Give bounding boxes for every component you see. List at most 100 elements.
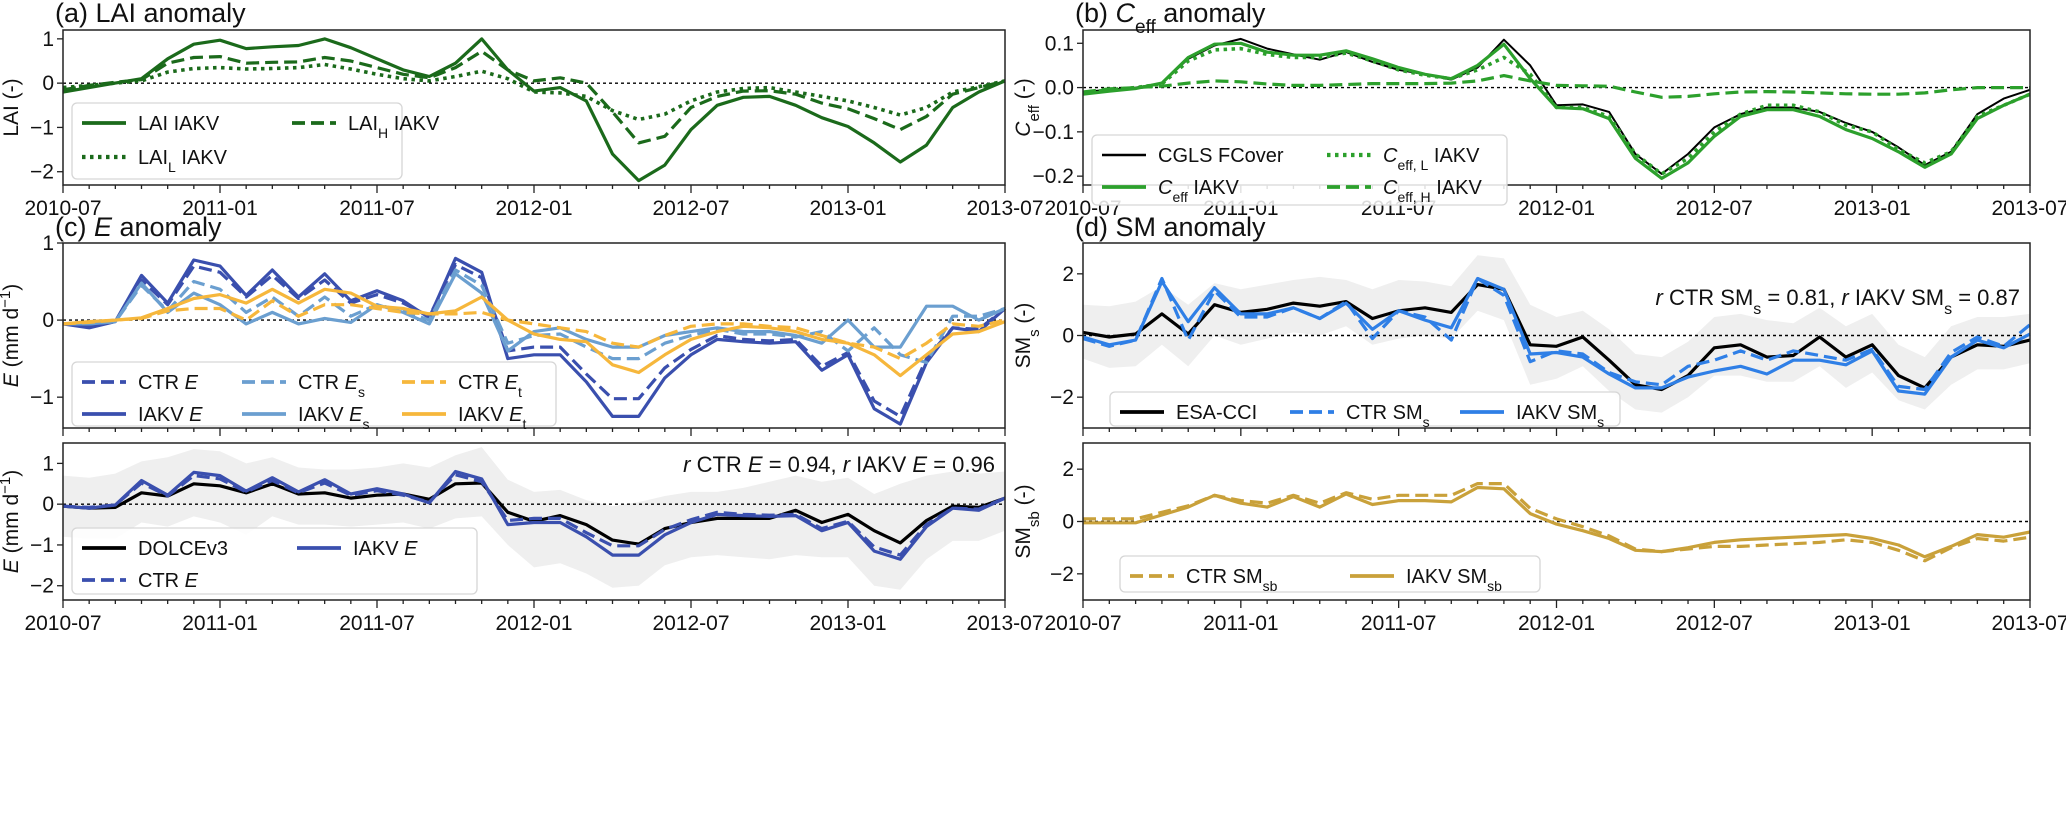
legend-label: CTR SMs — [1346, 402, 1430, 430]
text-segment: IAKV — [176, 147, 228, 169]
series-line-ctr-e — [62, 473, 1006, 557]
text-segment: CTR — [138, 372, 185, 394]
legend-label: CGLS FCover — [1158, 145, 1284, 167]
legend: CGLS FCover Ceff IAKV Ceff, L IAKV Ceff, H … — [1091, 134, 1508, 206]
legend: DOLCEv3 CTR E IAKV E — [71, 527, 478, 595]
legend-label: IAKV E — [138, 404, 203, 426]
subscript: eff — [1172, 189, 1187, 205]
series-line-lai-iakv — [62, 37, 1006, 183]
subscript: sb — [1263, 578, 1278, 594]
subscript: sb — [1026, 511, 1043, 527]
subscript: sb — [1487, 578, 1502, 594]
legend-frame — [1109, 391, 1621, 427]
x-tick-label: 2012-01 — [495, 612, 572, 635]
x-tick-label: 2011-07 — [339, 612, 415, 635]
x-tick-label: 2012-07 — [1676, 197, 1753, 220]
series-line-iakv-es — [63, 272, 1006, 353]
text-segment: E — [345, 372, 359, 394]
legend-label: IAKV E — [353, 538, 418, 560]
panel-a: 1 0 −1 −2 2010-07 2011-01 2011-07 2012-01 2012-0… — [0, 0, 1044, 220]
subscript: t — [518, 384, 522, 400]
text-segment: E — [0, 558, 23, 573]
legend-label: ESA-CCI — [1176, 402, 1257, 424]
series-line-iakv-et — [62, 287, 1006, 378]
x-tick-label: 2010-07 — [24, 197, 101, 220]
subscript: eff, H — [1397, 189, 1430, 205]
text-segment: E — [0, 372, 23, 387]
x-tick-label: 2010-07 — [1044, 612, 1121, 635]
x-tick-label: 2012-07 — [652, 612, 729, 635]
text-segment: (-) — [1012, 484, 1035, 511]
x-tick-label: 2013-07 — [1991, 612, 2066, 635]
legend-label: LAIL IAKV — [138, 147, 228, 175]
legend-frame — [1091, 134, 1508, 206]
text-segment: C — [1383, 145, 1398, 167]
text-segment: DOLCEv3 — [138, 538, 228, 560]
panel-c2: 1 0 −1 −2 2010-07 2011-01 2011-07 2012-01 2012-0… — [0, 442, 1044, 635]
legend: ESA-CCI CTR SMs IAKV SMs — [1109, 391, 1621, 430]
legend-label: IAKV SMs — [1516, 402, 1604, 430]
text-segment: E — [404, 538, 418, 560]
y-tick-label: 0.1 — [1045, 32, 1074, 55]
legend-label: CTR Et — [458, 372, 522, 400]
text-segment: CTR SM — [1186, 566, 1263, 588]
text-segment: = 0.94, — [763, 452, 843, 477]
legend-label: Ceff, H IAKV — [1383, 177, 1482, 205]
text-segment: (-) — [1012, 78, 1035, 105]
subscript: t — [522, 416, 526, 432]
subscript: s — [1423, 414, 1430, 430]
y-tick-label: 1 — [42, 232, 54, 255]
y-tick-label: −0.2 — [1033, 165, 1074, 188]
y-tick-label: 2 — [1062, 458, 1074, 481]
legend-item: IAKV E — [82, 404, 203, 426]
subscript: s — [1944, 301, 1952, 318]
y-tick-label: −2 — [30, 575, 54, 598]
text-segment: CTR SM — [1346, 402, 1423, 424]
legend-item: Ceff, L IAKV — [1327, 145, 1480, 173]
y-axis-label: E (mm d−1) — [0, 470, 23, 573]
y-axis-label: SMs (-) — [1012, 303, 1043, 369]
legend-label: IAKV Et — [458, 404, 526, 432]
legend-label: LAIH IAKV — [348, 113, 440, 141]
legend-item: CTR SMs — [1290, 402, 1430, 430]
text-segment: r — [683, 452, 692, 477]
text-segment: (d) SM anomaly — [1075, 212, 1266, 242]
series-line-iakv-e — [62, 256, 1007, 426]
legend-label: CTR Es — [298, 372, 365, 400]
text-segment: LAI IAKV — [138, 113, 220, 135]
x-tick-label: 2013-07 — [1991, 197, 2066, 220]
text-segment: r — [1656, 285, 1665, 310]
y-tick-label: 0 — [1062, 325, 1074, 348]
panel-title: (b) Ceff anomaly — [1075, 0, 1266, 38]
legend-label: Ceff IAKV — [1158, 177, 1240, 205]
y-axis-label: LAI (-) — [0, 78, 23, 136]
y-tick-label: −1 — [30, 386, 54, 409]
subscript: H — [378, 125, 388, 141]
legend-item: CTR E — [82, 570, 199, 592]
text-segment: CTR — [298, 372, 345, 394]
subscript: s — [1026, 329, 1043, 337]
y-tick-label: −0.1 — [1033, 121, 1074, 144]
legend-frame — [71, 527, 478, 595]
legend: LAI IAKV LAIL IAKV LAIH IAKV — [71, 102, 440, 180]
text-segment: E — [912, 452, 927, 477]
text-segment: = 0.81, — [1761, 285, 1841, 310]
superscript: −1 — [0, 291, 14, 308]
legend-item: IAKV Et — [402, 404, 526, 432]
x-tick-label: 2012-01 — [1518, 197, 1595, 220]
legend-item: CTR Et — [402, 372, 522, 400]
text-segment: IAKV — [458, 404, 509, 426]
x-tick-label: 2013-01 — [1834, 612, 1911, 635]
y-axis-label: Ceff (-) — [1012, 78, 1043, 136]
legend-label: LAI IAKV — [138, 113, 220, 135]
text-segment: (a) LAI anomaly — [55, 0, 246, 28]
correlation-annotation: r CTR E = 0.94, r IAKV E = 0.96 — [683, 452, 995, 477]
text-segment: IAKV — [138, 404, 189, 426]
text-segment: IAKV — [1188, 177, 1240, 199]
y-tick-label: 0 — [1062, 511, 1074, 534]
legend-item: DOLCEv3 — [82, 538, 228, 560]
series-line-iakv-e — [62, 469, 1006, 561]
text-segment: = 0.87 — [1952, 285, 2020, 310]
x-tick-label: 2012-07 — [652, 197, 729, 220]
